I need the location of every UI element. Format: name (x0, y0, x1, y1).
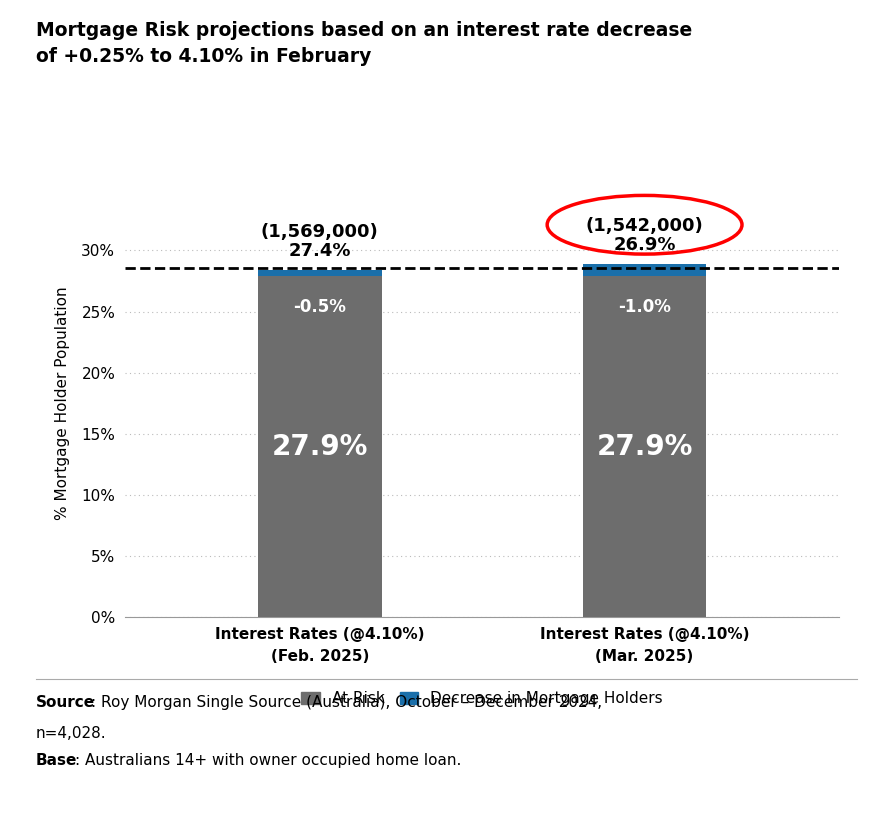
Text: n=4,028.: n=4,028. (36, 726, 106, 741)
Text: 27.9%: 27.9% (271, 433, 368, 461)
Text: 27.4%: 27.4% (288, 242, 351, 260)
Text: : Roy Morgan Single Source (Australia), October – December 2024,: : Roy Morgan Single Source (Australia), … (91, 695, 602, 710)
Text: -1.0%: -1.0% (618, 298, 671, 316)
Text: (1,569,000): (1,569,000) (261, 223, 379, 240)
Text: 27.9%: 27.9% (597, 433, 693, 461)
Text: -0.5%: -0.5% (294, 298, 346, 316)
Text: Base: Base (36, 753, 77, 768)
Bar (258, 276, 381, 617)
Text: Mortgage Risk projections based on an interest rate decrease
of +0.25% to 4.10% : Mortgage Risk projections based on an in… (36, 21, 692, 66)
Y-axis label: % Mortgage Holder Population: % Mortgage Holder Population (55, 286, 71, 520)
Text: (1,542,000): (1,542,000) (586, 216, 704, 235)
Bar (258, 270, 381, 276)
Legend: At Risk, Decrease in Mortgage Holders: At Risk, Decrease in Mortgage Holders (296, 685, 669, 713)
Bar (583, 276, 706, 617)
Bar (583, 264, 706, 276)
Text: Source: Source (36, 695, 95, 710)
Text: 26.9%: 26.9% (613, 236, 676, 254)
Text: : Australians 14+ with owner occupied home loan.: : Australians 14+ with owner occupied ho… (75, 753, 462, 768)
